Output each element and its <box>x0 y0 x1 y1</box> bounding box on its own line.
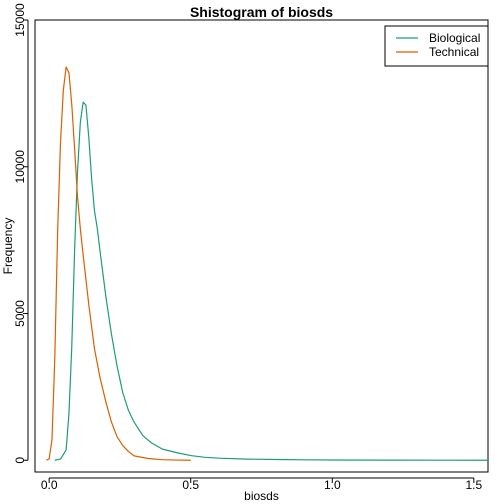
y-axis: 0 5000 10000 15000 <box>13 3 29 464</box>
plot-frame <box>34 19 489 473</box>
x-tick-label: 0.5 <box>182 478 199 492</box>
series-line-biological <box>54 101 489 461</box>
x-tick-label: 1.5 <box>466 478 483 492</box>
y-tick-label: 15000 <box>13 3 27 37</box>
x-axis: 0.0 0.5 1.0 1.5 <box>41 477 483 492</box>
legend-box <box>384 25 489 67</box>
series-line-technical <box>46 66 191 461</box>
x-tick-label: 1.0 <box>324 478 341 492</box>
y-tick-label: 5000 <box>13 300 27 327</box>
chart-title: Shistogram of biosds <box>190 4 333 20</box>
legend: Biological Technical <box>384 25 489 67</box>
y-tick-label: 10000 <box>13 150 27 184</box>
x-tick-label: 0.0 <box>41 478 58 492</box>
y-axis-label: Frequency <box>1 218 15 275</box>
plot-area <box>46 66 489 461</box>
y-tick-label: 0 <box>13 457 27 464</box>
x-axis-label: biosds <box>244 489 279 503</box>
legend-label-technical: Technical <box>429 45 479 59</box>
legend-label-biological: Biological <box>429 31 480 45</box>
